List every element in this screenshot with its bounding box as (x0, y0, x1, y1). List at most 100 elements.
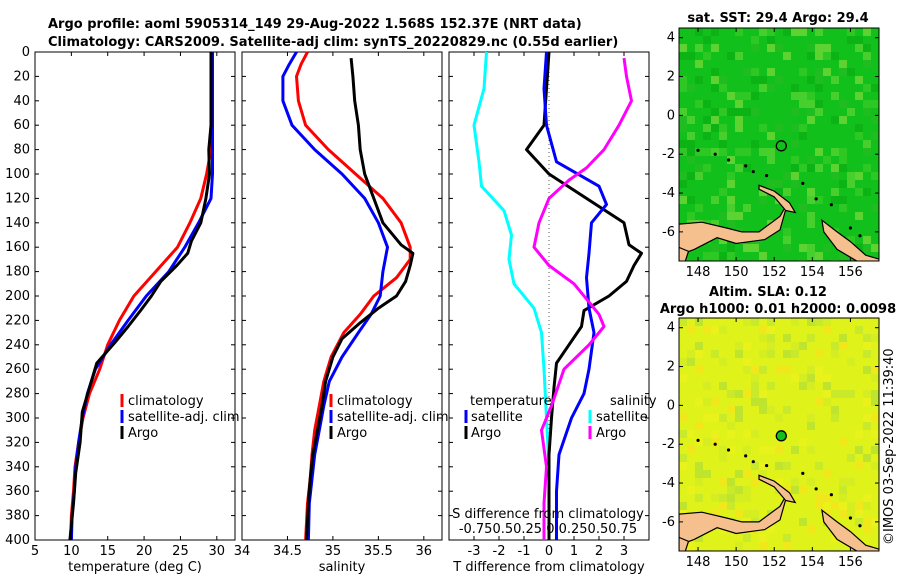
map-cell (767, 148, 775, 156)
legend-label-satellite: satellite-adj. clim (337, 410, 449, 425)
map-cell (855, 430, 863, 438)
map-cell (743, 244, 751, 252)
temperature-legend: climatology satellite-adj. clim Argo (120, 394, 240, 441)
map-cell (863, 44, 871, 52)
map-cell (767, 334, 775, 342)
map-cell (743, 92, 751, 100)
depth-tick-label: 180 (5, 265, 30, 280)
map-cell (735, 100, 743, 108)
x-tick-label: 36 (416, 544, 433, 559)
map-cell (863, 502, 871, 510)
map-cell (791, 92, 799, 100)
map-cell (751, 366, 759, 374)
island-dot (751, 170, 755, 174)
map-cell (863, 518, 871, 526)
depth-tick-label: 260 (5, 362, 30, 377)
island-dot (848, 516, 853, 520)
map-cell (695, 76, 703, 84)
island-dot (801, 181, 805, 185)
x-tick-label: 25 (172, 544, 189, 559)
map-cell (735, 342, 743, 350)
map-cell (815, 398, 823, 406)
map-cell (871, 334, 879, 342)
map-cell (711, 84, 719, 92)
map-cell (823, 382, 831, 390)
depth-tick-label: 100 (5, 167, 30, 182)
map-cell (815, 350, 823, 358)
map-cell (719, 84, 727, 92)
map-cell (807, 108, 815, 116)
map-cell (815, 252, 823, 260)
figure-title-line1: Argo profile: aoml 5905314_149 29-Aug-20… (48, 17, 582, 32)
map-cell (831, 116, 839, 124)
map-cell (815, 366, 823, 374)
map-cell (687, 430, 695, 438)
map-cell (695, 422, 703, 430)
map-cell (735, 92, 743, 100)
map-y-tick-label: -6 (662, 225, 675, 240)
island-dot (744, 164, 748, 168)
map-cell (759, 326, 767, 334)
map-cell (759, 462, 767, 470)
salinity-legend: climatology satellite-adj. clim Argo (329, 394, 449, 441)
s-difference-ticks: -0.750.50.25 0 0.250.50.75 (459, 522, 637, 537)
sla-map-axes: 148 150 152 154 156 4 2 0 -2 -4 -6 (662, 318, 879, 570)
map-cell (791, 318, 799, 326)
depth-tick-label: 0 (22, 45, 30, 60)
map-cell (711, 196, 719, 204)
map-cell (791, 342, 799, 350)
map-cell (807, 526, 815, 534)
map-cell (775, 76, 783, 84)
map-cell (839, 334, 847, 342)
map-cell (799, 342, 807, 350)
map-cell (847, 502, 855, 510)
map-cell (807, 478, 815, 486)
map-cell (679, 502, 687, 510)
map-cell (815, 494, 823, 502)
map-cell (727, 244, 735, 252)
map-cell (695, 164, 703, 172)
map-cell (775, 446, 783, 454)
map-cell (807, 164, 815, 172)
map-cell (695, 342, 703, 350)
map-cell (775, 478, 783, 486)
map-cell (863, 366, 871, 374)
map-cell (743, 510, 751, 518)
map-cell (679, 148, 687, 156)
x-tick-label: 34 (234, 544, 251, 559)
map-cell (703, 438, 711, 446)
map-cell (751, 44, 759, 52)
map-cell (695, 28, 703, 36)
map-cell (687, 148, 695, 156)
map-cell (743, 318, 751, 326)
map-cell (807, 76, 815, 84)
map-cell (807, 334, 815, 342)
map-cell (735, 510, 743, 518)
map-cell (703, 52, 711, 60)
map-cell (719, 212, 727, 220)
map-cell (855, 36, 863, 44)
map-cell (711, 124, 719, 132)
map-cell (807, 196, 815, 204)
land-polygon (679, 246, 690, 261)
map-cell (759, 148, 767, 156)
map-cell (711, 44, 719, 52)
map-cell (735, 28, 743, 36)
map-cell (855, 212, 863, 220)
map-cell (863, 140, 871, 148)
map-cell (815, 52, 823, 60)
map-cell (679, 124, 687, 132)
map-cell (807, 414, 815, 422)
map-cell (679, 116, 687, 124)
map-cell (711, 494, 719, 502)
x-tick-label: 10 (63, 544, 80, 559)
series-line-argo (305, 57, 415, 541)
map-cell (727, 446, 735, 454)
island-dot (713, 152, 717, 156)
map-cell (767, 156, 775, 164)
map-cell (775, 366, 783, 374)
map-cell (767, 406, 775, 414)
map-cell (807, 252, 815, 260)
map-cell (679, 414, 687, 422)
